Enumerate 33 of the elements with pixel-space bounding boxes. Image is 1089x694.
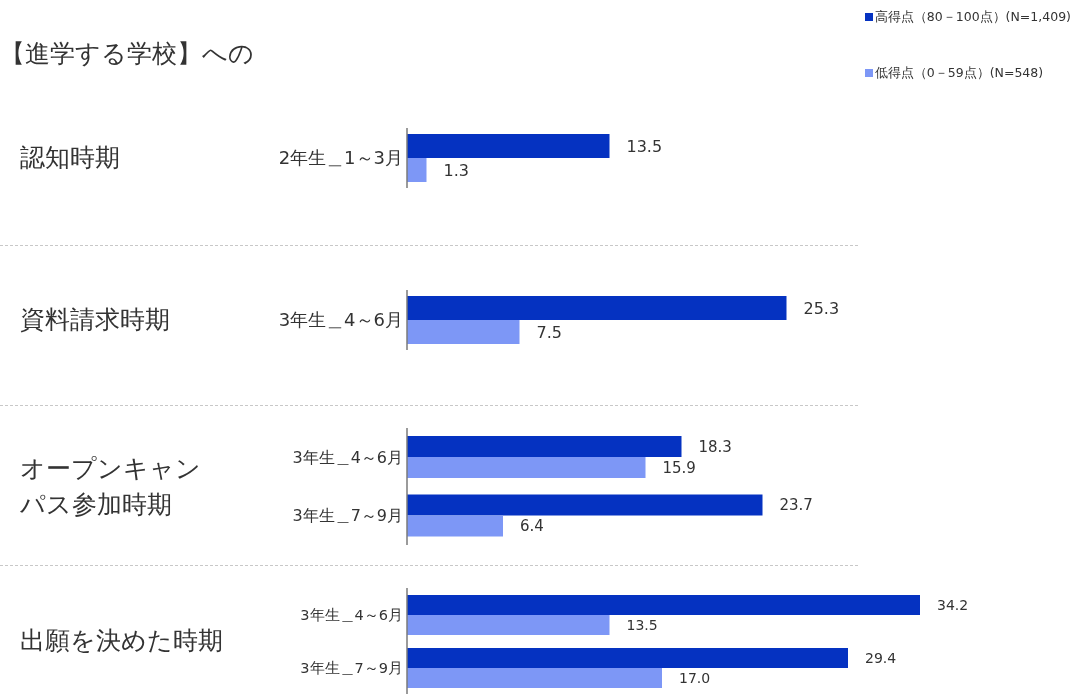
- data-label: 34.2: [937, 597, 969, 613]
- y-tick-label: 2年生＿1～3月: [278, 147, 403, 169]
- y-axis-title: 資料請求時期: [20, 304, 170, 336]
- data-label: 15.9: [662, 458, 696, 477]
- data-label: 17.0: [679, 670, 711, 686]
- y-axis-title: 認知時期: [20, 142, 120, 174]
- bar: [407, 615, 610, 635]
- bar: [407, 515, 503, 537]
- legend-label: 低得点（0－59点）(N=548): [874, 65, 1044, 81]
- y-tick-label: 3年生＿4～6月: [278, 309, 403, 331]
- bar: [407, 648, 848, 668]
- data-label: 29.4: [865, 650, 897, 666]
- data-label: 13.5: [626, 136, 663, 156]
- y-tick-label: 3年生＿7～9月: [292, 506, 403, 526]
- text: 【進学する学校】への: [0, 39, 254, 68]
- bar: [407, 668, 662, 688]
- y-tick-label: 3年生＿7～9月: [300, 659, 403, 676]
- data-label: 18.3: [698, 437, 732, 456]
- data-label: 25.3: [803, 298, 840, 318]
- legend-label: 高得点（80－100点）(N=1,409): [874, 9, 1071, 25]
- data-label: 23.7: [779, 496, 813, 514]
- bar: [407, 436, 682, 457]
- data-label: 1.3: [443, 160, 469, 180]
- bar: [407, 494, 763, 516]
- data-label: 7.5: [536, 322, 562, 342]
- y-axis-title: 出願を決めた時期: [20, 625, 223, 657]
- data-label: 6.4: [520, 517, 544, 535]
- bar: [407, 457, 646, 478]
- y-tick-label: 3年生＿4～6月: [292, 447, 403, 467]
- bar: [407, 595, 920, 615]
- data-label: 13.5: [626, 617, 658, 633]
- y-tick-label: 3年生＿4～6月: [300, 606, 403, 623]
- y-axis-title: オープンキャンパス参加時期: [20, 452, 202, 521]
